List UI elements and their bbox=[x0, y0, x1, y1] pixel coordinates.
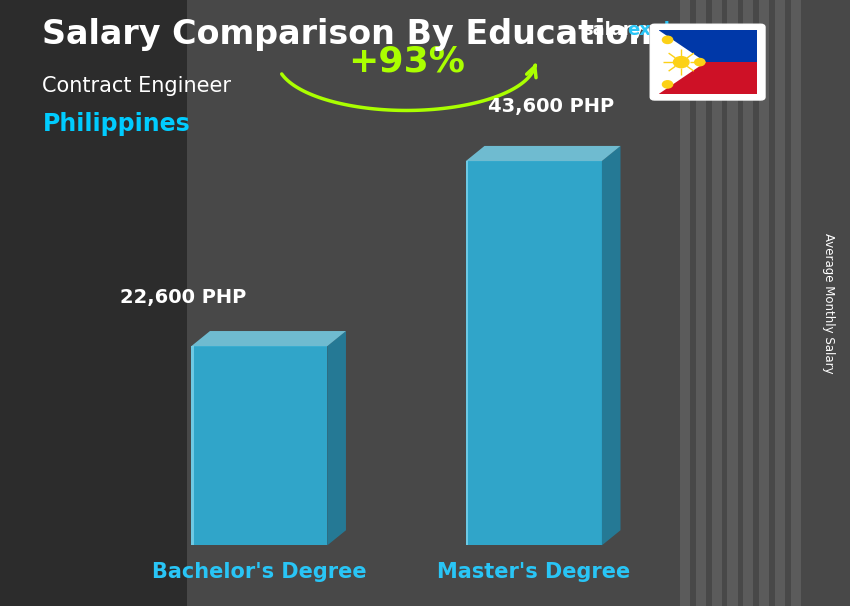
Text: +93%: +93% bbox=[348, 44, 465, 78]
Text: Master's Degree: Master's Degree bbox=[437, 562, 631, 582]
Text: explorer.com: explorer.com bbox=[627, 21, 758, 39]
Text: Average Monthly Salary: Average Monthly Salary bbox=[822, 233, 836, 373]
Text: 22,600 PHP: 22,600 PHP bbox=[120, 288, 246, 307]
Text: Bachelor's Degree: Bachelor's Degree bbox=[152, 562, 366, 582]
Text: Philippines: Philippines bbox=[42, 112, 190, 136]
Text: salary: salary bbox=[582, 21, 643, 39]
Text: Salary Comparison By Education: Salary Comparison By Education bbox=[42, 18, 653, 51]
Text: 43,600 PHP: 43,600 PHP bbox=[488, 96, 614, 116]
Text: Contract Engineer: Contract Engineer bbox=[42, 76, 231, 96]
